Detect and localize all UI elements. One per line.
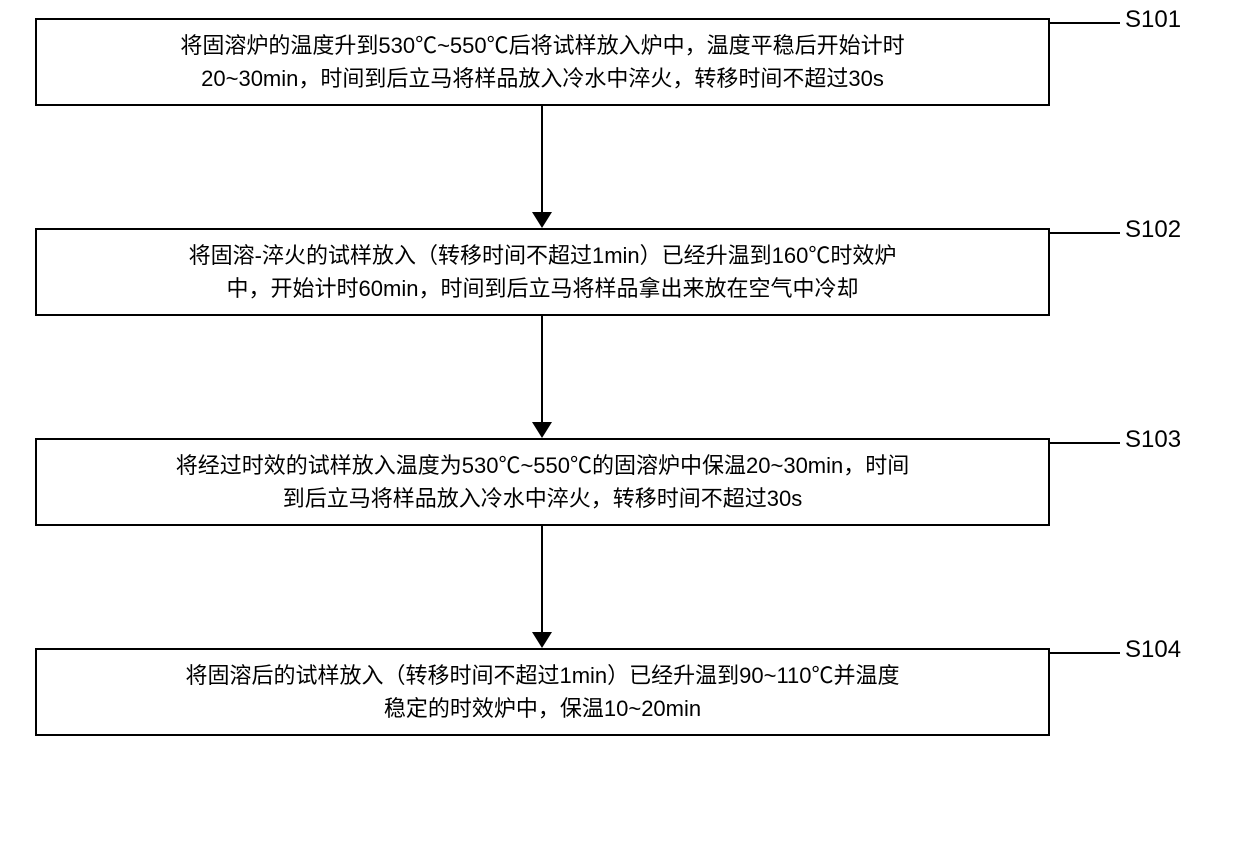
step-s103-line1: 将经过时效的试样放入温度为530℃~550℃的固溶炉中保温20~30min，时间 bbox=[176, 449, 910, 482]
connector-line-icon bbox=[541, 316, 543, 422]
connector-line-icon bbox=[541, 106, 543, 212]
step-s101-line2: 20~30min，时间到后立马将样品放入冷水中淬火，转移时间不超过30s bbox=[201, 62, 884, 95]
connector-2-3 bbox=[532, 316, 552, 438]
step-label-s103: S103 bbox=[1125, 426, 1181, 454]
step-s103-line2: 到后立马将样品放入冷水中淬火，转移时间不超过30s bbox=[283, 482, 802, 515]
step-label-s102: S102 bbox=[1125, 216, 1181, 244]
step-s102-line1: 将固溶-淬火的试样放入（转移时间不超过1min）已经升温到160℃时效炉 bbox=[189, 239, 897, 272]
connector-3-4 bbox=[532, 526, 552, 648]
step-label-s104: S104 bbox=[1125, 636, 1181, 664]
arrow-down-icon bbox=[532, 632, 552, 648]
step-label-s101: S101 bbox=[1125, 6, 1181, 34]
step-s101-line1: 将固溶炉的温度升到530℃~550℃后将试样放入炉中，温度平稳后开始计时 bbox=[180, 29, 904, 62]
step-s104-line1: 将固溶后的试样放入（转移时间不超过1min）已经升温到90~110℃并温度 bbox=[185, 659, 899, 692]
arrow-down-icon bbox=[532, 212, 552, 228]
step-s102-line2: 中，开始计时60min，时间到后立马将样品拿出来放在空气中冷却 bbox=[227, 272, 859, 305]
label-connector-s103 bbox=[1050, 442, 1120, 444]
label-connector-s101 bbox=[1050, 22, 1120, 24]
step-s104-line2: 稳定的时效炉中，保温10~20min bbox=[384, 692, 701, 725]
step-box-s101: 将固溶炉的温度升到530℃~550℃后将试样放入炉中，温度平稳后开始计时 20~… bbox=[35, 18, 1050, 106]
arrow-down-icon bbox=[532, 422, 552, 438]
connector-line-icon bbox=[541, 526, 543, 632]
label-connector-s104 bbox=[1050, 652, 1120, 654]
step-box-s103: 将经过时效的试样放入温度为530℃~550℃的固溶炉中保温20~30min，时间… bbox=[35, 438, 1050, 526]
step-box-s104: 将固溶后的试样放入（转移时间不超过1min）已经升温到90~110℃并温度 稳定… bbox=[35, 648, 1050, 736]
connector-1-2 bbox=[532, 106, 552, 228]
label-connector-s102 bbox=[1050, 232, 1120, 234]
step-box-s102: 将固溶-淬火的试样放入（转移时间不超过1min）已经升温到160℃时效炉 中，开… bbox=[35, 228, 1050, 316]
flowchart-container: 将固溶炉的温度升到530℃~550℃后将试样放入炉中，温度平稳后开始计时 20~… bbox=[0, 0, 1240, 853]
